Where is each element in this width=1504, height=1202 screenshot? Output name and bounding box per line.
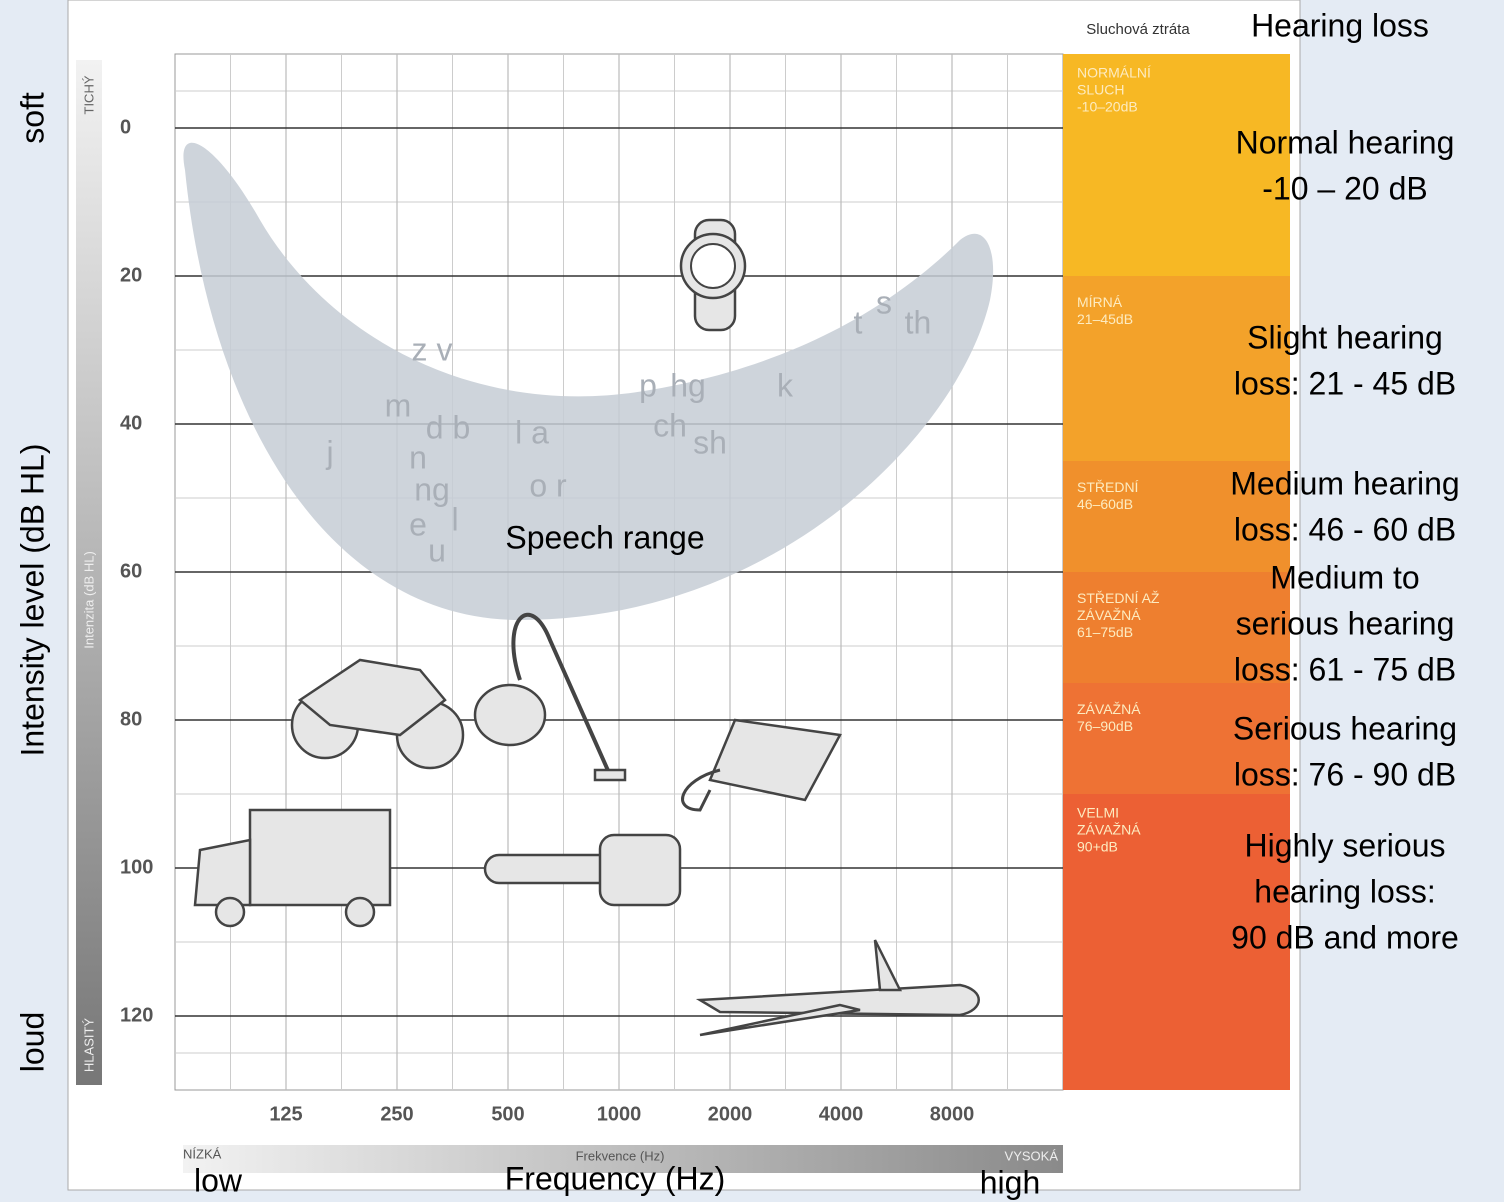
band-label: loss: 76 - 90 dB — [1234, 756, 1456, 792]
x-high-original: VYSOKÁ — [1005, 1148, 1059, 1163]
hearing-loss-title-original: Sluchová ztráta — [1086, 21, 1190, 38]
x-tick-label: 250 — [380, 1103, 413, 1125]
x-axis-label: Frequency (Hz) — [505, 1160, 726, 1196]
phoneme: j — [325, 434, 333, 470]
band-label: Medium hearing — [1230, 465, 1459, 501]
y-axis-label: Intensity level (dB HL) — [14, 443, 50, 756]
band-label-original: -10–20dB — [1077, 99, 1138, 115]
band-label: Serious hearing — [1233, 710, 1457, 746]
phoneme: o r — [529, 467, 567, 503]
x-tick-label: 2000 — [708, 1103, 753, 1125]
y-top-label: soft — [14, 92, 50, 144]
speech-range-label: Speech range — [505, 519, 704, 555]
y-bottom-original: HLASITÝ — [81, 1018, 96, 1073]
chart: tsth z vm d b j nngelu l a o r phg k chsh Speech … — [0, 0, 1504, 1202]
band-label-original: STŘEDNÍ — [1077, 479, 1139, 495]
band-label-original: 46–60dB — [1077, 496, 1133, 512]
band-label: loss: 46 - 60 dB — [1234, 511, 1456, 547]
phoneme: l — [451, 501, 458, 537]
y-tick-label: 120 — [120, 1004, 153, 1026]
x-tick-label: 125 — [269, 1103, 302, 1125]
y-tick-label: 20 — [120, 264, 142, 286]
phoneme: hg — [670, 367, 706, 403]
phoneme: ng — [414, 471, 450, 507]
hearing-loss-title: Hearing loss — [1251, 7, 1429, 43]
phoneme: l a — [515, 414, 549, 450]
band-label: loss: 21 - 45 dB — [1234, 365, 1456, 401]
band-label-original: ZÁVAŽNÁ — [1077, 607, 1141, 623]
band-label: 90 dB and more — [1231, 919, 1459, 955]
y-tick-label: 40 — [120, 412, 142, 434]
x-tick-label: 4000 — [819, 1103, 864, 1125]
x-high-label: high — [980, 1164, 1041, 1200]
band-label: loss: 61 - 75 dB — [1234, 651, 1456, 687]
phoneme: z v — [412, 331, 453, 367]
band-label: serious hearing — [1236, 605, 1455, 641]
band-label-original: SLUCH — [1077, 82, 1124, 98]
x-low-original: NÍZKÁ — [183, 1146, 222, 1161]
x-tick-label: 1000 — [597, 1103, 642, 1125]
phoneme: th — [905, 304, 932, 340]
band-label-original: 90+dB — [1077, 839, 1118, 855]
band-label-original: ZÁVAŽNÁ — [1077, 822, 1141, 838]
phoneme: k — [777, 367, 794, 403]
band-label: Normal hearing — [1236, 124, 1455, 160]
phoneme: s — [876, 284, 892, 320]
y-tick-label: 100 — [120, 856, 153, 878]
phoneme: d b — [426, 409, 470, 445]
band-label: hearing loss: — [1254, 873, 1435, 909]
band-label: Highly serious — [1245, 827, 1446, 863]
band-label: -10 – 20 dB — [1262, 170, 1427, 206]
band-label-original: 76–90dB — [1077, 718, 1133, 734]
band-label-original: VELMI — [1077, 805, 1119, 821]
band-label-original: 61–75dB — [1077, 624, 1133, 640]
y-top-original: TICHÝ — [81, 75, 96, 114]
band-label: Medium to — [1270, 559, 1419, 595]
y-bottom-label: loud — [14, 1012, 50, 1073]
y-axis-label-original: Intenzita (dB HL) — [81, 551, 96, 649]
band-label-original: 21–45dB — [1077, 311, 1133, 327]
phoneme: sh — [693, 424, 727, 460]
band-label-original: MÍRNÁ — [1077, 294, 1123, 310]
y-tick-label: 80 — [120, 708, 142, 730]
phoneme: t — [854, 304, 863, 340]
phoneme: p — [639, 367, 657, 403]
phoneme: m — [385, 387, 412, 423]
phoneme: e — [409, 506, 427, 542]
x-tick-label: 500 — [491, 1103, 524, 1125]
x-low-label: low — [194, 1162, 243, 1198]
phoneme: n — [409, 439, 427, 475]
x-tick-label: 8000 — [930, 1103, 975, 1125]
y-tick-label: 0 — [120, 116, 131, 138]
phoneme: u — [428, 532, 446, 568]
band-label-original: STŘEDNÍ AŽ — [1077, 590, 1160, 606]
band-label-original: ZÁVAŽNÁ — [1077, 701, 1141, 717]
band-label: Slight hearing — [1247, 319, 1443, 355]
phoneme: ch — [653, 407, 687, 443]
band-label-original: NORMÁLNÍ — [1077, 65, 1151, 81]
y-tick-label: 60 — [120, 560, 142, 582]
